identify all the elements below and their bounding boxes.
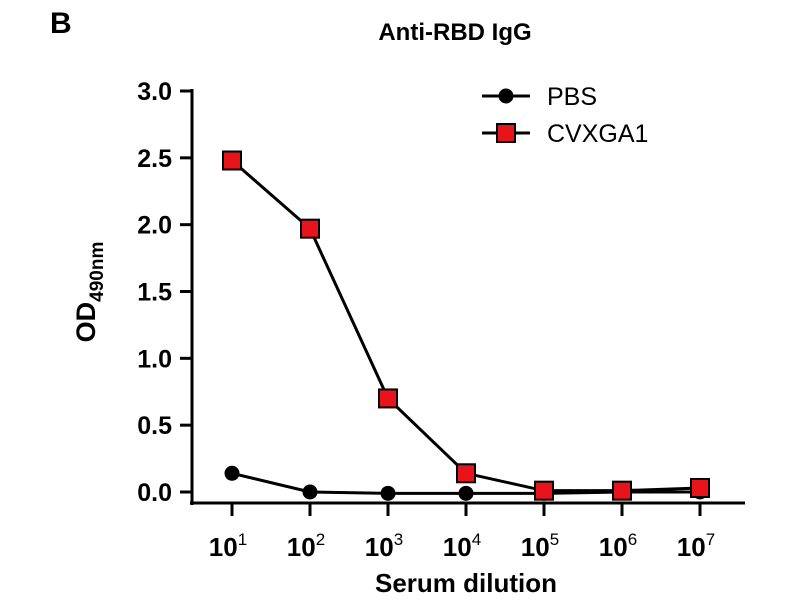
data-point-cvxga1	[612, 480, 632, 501]
data-point-pbs	[380, 485, 396, 501]
data-point-pbs	[458, 485, 474, 501]
data-point-cvxga1	[456, 463, 476, 484]
data-point-cvxga1	[690, 477, 710, 498]
y-tick-label: 2.0	[137, 212, 172, 240]
x-tick-label: 102	[287, 530, 325, 562]
y-tick-label: 1.5	[137, 279, 172, 307]
x-tick-label: 105	[521, 530, 559, 562]
x-tick-label: 101	[209, 530, 247, 562]
legend-label: CVXGA1	[547, 120, 648, 148]
series-line-cvxga1	[231, 159, 701, 493]
x-tick-label: 107	[677, 530, 715, 562]
legend-label: PBS	[547, 83, 597, 111]
data-point-cvxga1	[300, 218, 320, 239]
panel-label: B	[50, 7, 72, 40]
y-tick-label: 0.0	[137, 479, 172, 507]
y-axis-label: OD490nm	[71, 242, 108, 343]
x-tick-label: 104	[443, 530, 481, 562]
y-tick-label: 3.0	[137, 78, 172, 106]
x-tick-label: 103	[365, 530, 403, 562]
data-point-cvxga1	[378, 388, 398, 409]
data-point-cvxga1	[222, 150, 242, 171]
legend-marker-pbs	[498, 88, 514, 104]
data-point-cvxga1	[534, 480, 554, 501]
x-tick-label: 106	[599, 530, 637, 562]
chart-title: Anti-RBD IgG	[378, 19, 531, 46]
y-tick-label: 1.0	[137, 345, 172, 373]
y-tick-label: 2.5	[137, 145, 172, 173]
legend-marker-cvxga1	[496, 123, 516, 143]
data-point-pbs	[302, 484, 318, 500]
data-point-pbs	[224, 465, 240, 481]
y-tick-label: 0.5	[137, 412, 172, 440]
x-axis-label: Serum dilution	[375, 568, 557, 598]
